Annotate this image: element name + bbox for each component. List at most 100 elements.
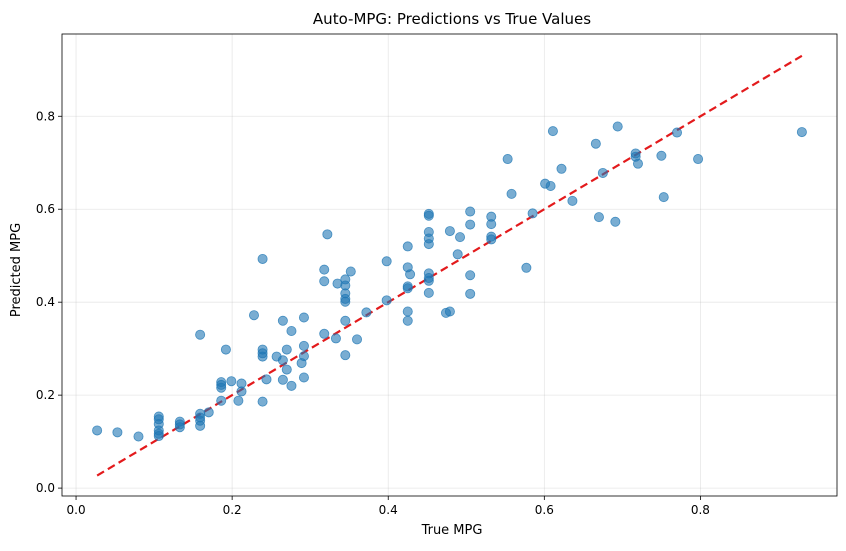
data-point [465,288,476,299]
data-point [796,127,807,138]
data-point [133,431,144,442]
data-point [277,355,288,366]
data-point [286,325,297,336]
data-point [405,269,416,280]
data-point [226,376,237,387]
data-point [203,407,214,418]
data-point [298,312,309,323]
data-point [174,422,185,433]
data-point [340,350,351,361]
data-point [423,287,434,298]
data-point [547,126,558,137]
data-point [236,386,247,397]
data-point [402,306,413,317]
plot-frame [61,33,838,497]
data-point [656,150,667,161]
data-point [257,351,268,362]
data-point [92,425,103,436]
data-point [486,219,497,230]
data-point [632,158,643,169]
x-axis-label: True MPG [421,523,483,538]
data-point [402,283,413,294]
data-point [423,210,434,221]
data-point [220,344,231,355]
data-point [112,427,123,438]
data-point [465,270,476,281]
data-point [590,138,601,149]
data-point [195,329,206,340]
data-point [521,262,532,273]
data-point [216,382,227,393]
data-point [195,420,206,431]
x-tick-label: 0.0 [67,503,86,517]
data-point [465,219,476,230]
data-point [361,307,372,318]
x-tick-label: 0.8 [691,503,710,517]
y-tick-label: 0.8 [36,109,55,123]
grid [62,34,837,496]
y-tick-label: 0.2 [36,388,55,402]
data-point [340,315,351,326]
data-point [281,344,292,355]
data-point [527,208,538,219]
data-point [672,127,683,138]
data-point [556,163,567,174]
data-point [381,256,392,267]
data-point [277,315,288,326]
data-point [319,276,330,287]
y-axis-label: Predicted MPG [9,223,24,317]
data-point [257,253,268,264]
data-point [330,333,341,344]
x-tick-label: 0.4 [379,503,398,517]
data-point [345,266,356,277]
data-point [597,167,608,178]
data-point [502,154,513,165]
data-point [281,364,292,375]
data-point [486,234,497,245]
data-point [610,216,621,227]
x-tick-label: 0.6 [535,503,554,517]
data-point [340,296,351,307]
y-tick-label: 0.6 [36,202,55,216]
data-point [545,180,556,191]
y-axis-ticks: 0.0 0.2 0.4 0.6 0.8 [36,109,62,495]
data-point [658,192,669,203]
chart-title: Auto-MPG: Predictions vs True Values [313,10,591,28]
data-point [319,264,330,275]
data-point [381,295,392,306]
data-point [319,328,330,339]
data-point [153,431,164,442]
data-point [402,241,413,252]
data-point [444,226,455,237]
x-tick-label: 0.2 [223,503,242,517]
data-point [277,374,288,385]
data-point [423,275,434,286]
data-point [465,206,476,217]
data-point [452,249,463,260]
data-point [506,188,517,199]
data-point [286,380,297,391]
data-point [233,395,244,406]
data-point [298,340,309,351]
data-point [296,358,307,369]
data-point [261,374,272,385]
data-point [567,195,578,206]
data-point [248,310,259,321]
data-point [322,229,333,240]
data-point [612,121,623,132]
data-point [455,232,466,243]
data-point [423,239,434,250]
data-point [298,372,309,383]
y-tick-label: 0.4 [36,295,55,309]
data-point [593,212,604,223]
data-point [257,396,268,407]
data-point [444,306,455,317]
y-tick-label: 0.0 [36,481,55,495]
data-point [402,315,413,326]
data-points [92,121,807,442]
data-point [216,395,227,406]
data-point [352,334,363,345]
data-point [693,154,704,165]
x-axis-ticks: 0.0 0.2 0.4 0.6 0.8 [67,496,710,517]
